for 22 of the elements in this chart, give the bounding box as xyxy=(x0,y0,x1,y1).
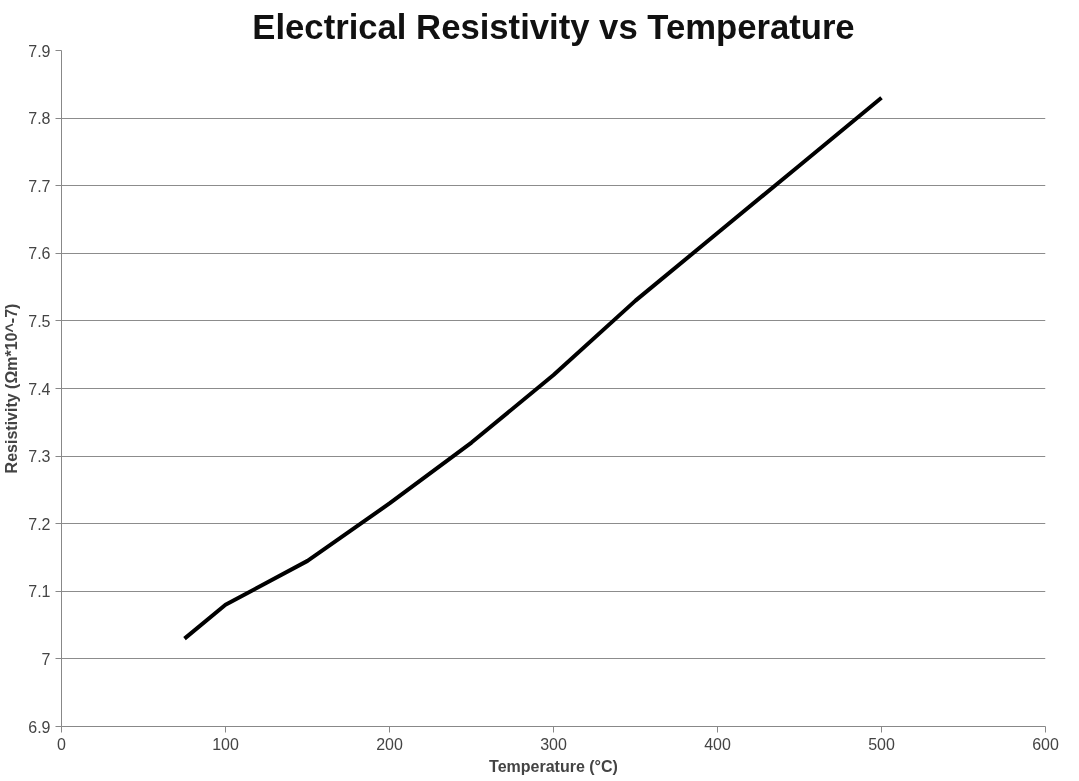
x-tick-label: 500 xyxy=(868,735,895,753)
x-tick-label: 200 xyxy=(376,735,403,753)
y-tick-label: 7.7 xyxy=(28,177,51,195)
chart-title: Electrical Resistivity vs Temperature xyxy=(252,7,855,46)
x-axis-title: Temperature (°C) xyxy=(489,757,618,775)
y-tick-label: 7.9 xyxy=(28,42,51,60)
x-tick-label: 100 xyxy=(212,735,239,753)
y-tick-label: 6.9 xyxy=(28,718,51,736)
y-axis-title: Resistivity (Ωm*10^-7) xyxy=(3,303,21,474)
x-tick-label: 600 xyxy=(1032,735,1059,753)
y-tick-label: 7 xyxy=(41,650,51,668)
y-tick-label: 7.5 xyxy=(28,312,51,330)
y-tick-label: 7.1 xyxy=(28,583,51,601)
x-tick-label: 300 xyxy=(540,735,567,753)
line-series xyxy=(182,95,884,641)
y-tick-label: 7.3 xyxy=(28,448,51,466)
y-tick-label: 7.8 xyxy=(28,110,51,128)
y-tick-label: 7.2 xyxy=(28,515,51,533)
x-tick-label: 400 xyxy=(704,735,731,753)
y-tick-label: 7.4 xyxy=(28,380,51,398)
x-tick-label: 0 xyxy=(57,735,67,753)
y-tick-label: 7.6 xyxy=(28,245,51,263)
